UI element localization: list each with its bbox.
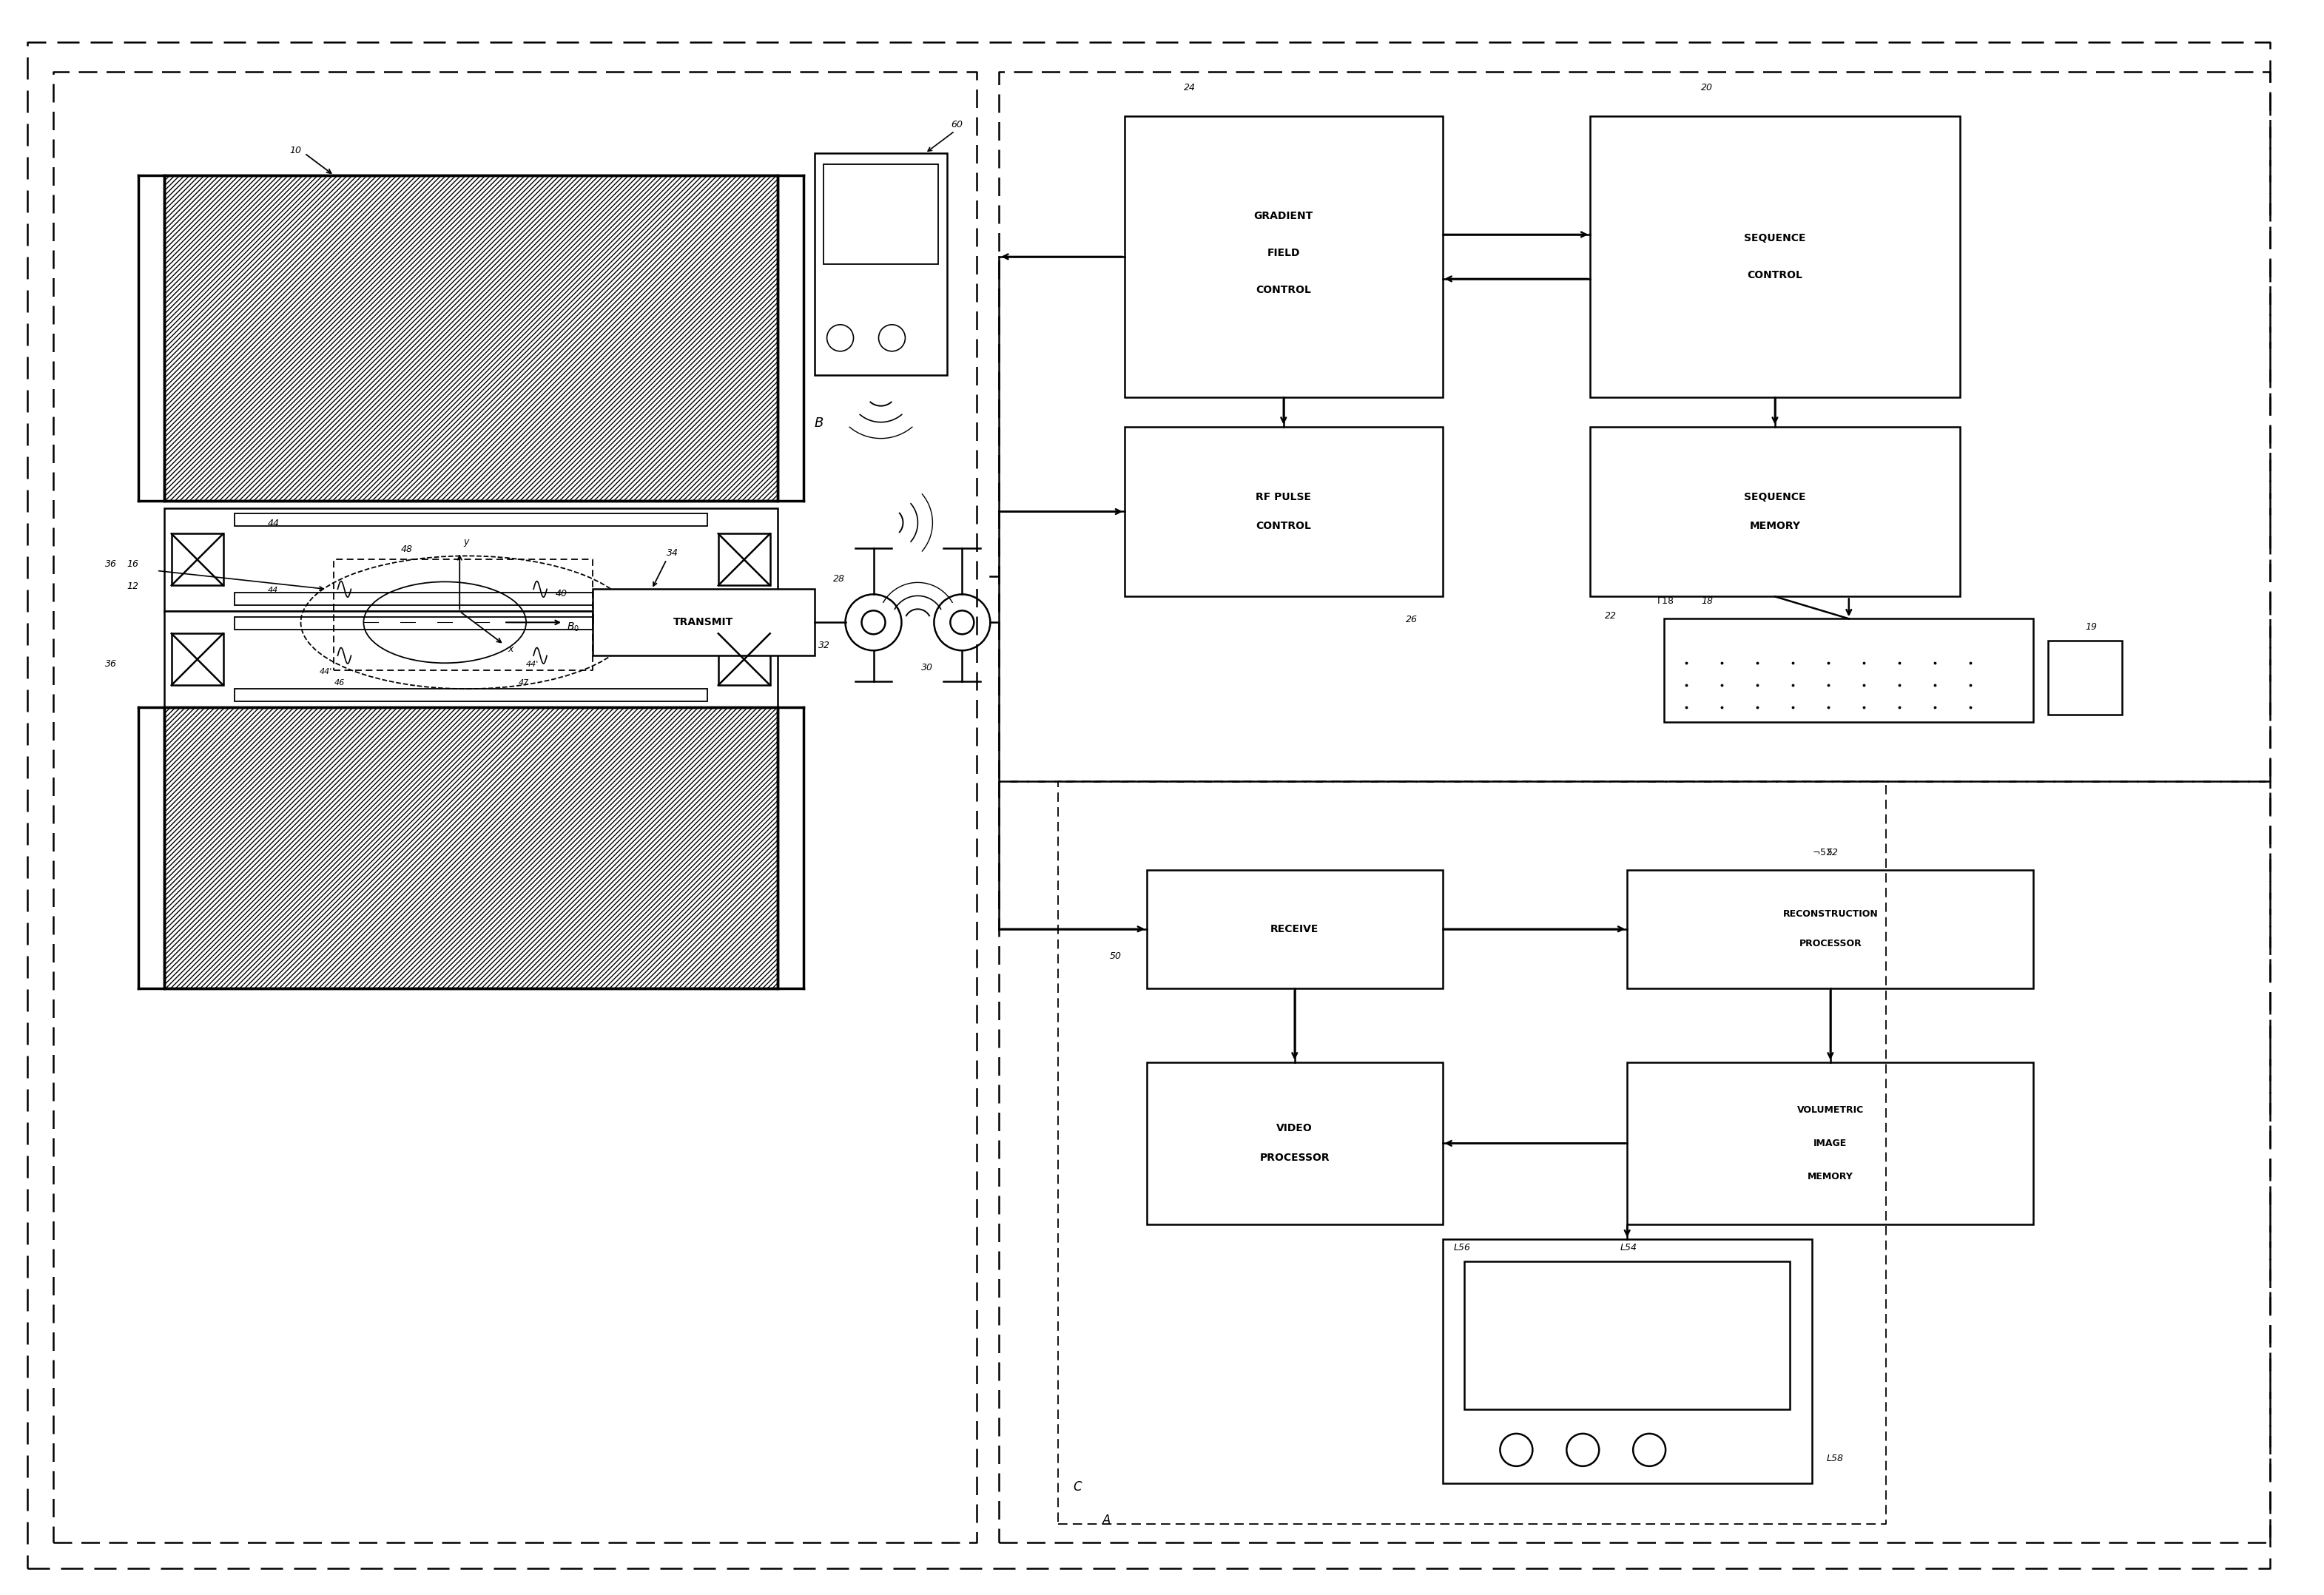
Text: 34: 34 — [667, 549, 679, 558]
Text: 30: 30 — [923, 664, 934, 673]
Text: 50: 50 — [1111, 951, 1122, 960]
Bar — [165, 707, 779, 989]
Text: MEMORY: MEMORY — [1808, 1172, 1852, 1182]
Text: x: x — [507, 644, 514, 654]
Text: MEMORY: MEMORY — [1750, 522, 1801, 531]
Text: 24: 24 — [1183, 83, 1195, 93]
Bar — [172, 633, 223, 686]
Bar — [165, 507, 779, 611]
Text: SEQUENCE: SEQUENCE — [1743, 233, 1806, 244]
Text: 47: 47 — [518, 679, 530, 687]
Text: 28: 28 — [832, 574, 844, 584]
Text: RECONSTRUCTION: RECONSTRUCTION — [1783, 909, 1878, 919]
Text: 19: 19 — [2085, 622, 2096, 632]
Text: L54: L54 — [1620, 1243, 1636, 1252]
Bar — [1125, 116, 1443, 397]
Bar — [593, 589, 813, 656]
Text: 36: 36 — [105, 659, 116, 668]
Bar — [235, 514, 706, 526]
Text: PROCESSOR: PROCESSOR — [1260, 1153, 1329, 1163]
Text: 52: 52 — [1827, 847, 1838, 858]
Bar — [1627, 869, 2034, 989]
Bar — [165, 707, 779, 989]
Bar — [1464, 1262, 1789, 1410]
Text: 48: 48 — [400, 545, 411, 555]
Text: 32: 32 — [818, 641, 830, 651]
Text: 44: 44 — [267, 587, 279, 595]
Text: 46: 46 — [335, 679, 344, 687]
Bar — [1146, 1062, 1443, 1225]
Bar — [1627, 1062, 2034, 1225]
Bar — [1125, 426, 1443, 597]
Text: 22: 22 — [1606, 611, 1618, 620]
Text: TRANSMIT: TRANSMIT — [674, 617, 734, 627]
Bar — [172, 534, 223, 585]
Text: L56: L56 — [1452, 1243, 1471, 1252]
Text: $\neg$52: $\neg$52 — [1813, 847, 1831, 858]
Text: L58: L58 — [1827, 1453, 1843, 1463]
Text: CONTROL: CONTROL — [1748, 270, 1803, 281]
Bar — [823, 164, 939, 265]
Bar — [1146, 869, 1443, 989]
Text: A: A — [1102, 1514, 1111, 1526]
Bar — [1664, 619, 2034, 723]
Text: SEQUENCE: SEQUENCE — [1743, 491, 1806, 502]
Text: 12: 12 — [128, 582, 139, 592]
Text: CONTROL: CONTROL — [1255, 286, 1311, 295]
Text: 44': 44' — [525, 660, 539, 668]
Text: VIDEO: VIDEO — [1276, 1123, 1313, 1134]
Text: IMAGE: IMAGE — [1813, 1139, 1848, 1148]
Text: 44: 44 — [267, 518, 279, 528]
Text: 36: 36 — [105, 560, 116, 569]
Text: VOLUMETRIC: VOLUMETRIC — [1796, 1105, 1864, 1115]
Bar — [235, 617, 706, 630]
Bar — [2047, 641, 2122, 715]
Bar — [235, 593, 706, 606]
Text: PROCESSOR: PROCESSOR — [1799, 939, 1862, 949]
Bar — [1443, 1239, 1813, 1483]
Text: C: C — [1074, 1480, 1081, 1493]
Text: RECEIVE: RECEIVE — [1271, 924, 1318, 935]
Bar — [165, 175, 779, 501]
Bar — [165, 611, 779, 707]
Text: 26: 26 — [1406, 616, 1418, 625]
Text: FIELD: FIELD — [1267, 247, 1299, 258]
Text: 10: 10 — [290, 145, 302, 155]
Text: GRADIENT: GRADIENT — [1255, 211, 1313, 222]
Text: 18: 18 — [1701, 597, 1713, 606]
Bar — [718, 534, 769, 585]
Text: 60: 60 — [951, 120, 962, 129]
Text: 44': 44' — [318, 668, 332, 676]
Text: $B_0$: $B_0$ — [567, 620, 579, 633]
Text: B: B — [813, 416, 823, 429]
Text: y: y — [462, 538, 469, 547]
Bar — [1590, 116, 1959, 397]
Bar — [1590, 426, 1959, 597]
Text: $\Gamma$18: $\Gamma$18 — [1657, 597, 1676, 606]
Text: 40: 40 — [555, 589, 567, 598]
Bar — [813, 153, 948, 375]
Text: RF PULSE: RF PULSE — [1255, 491, 1311, 502]
Text: 16: 16 — [128, 560, 139, 569]
Text: CONTROL: CONTROL — [1255, 522, 1311, 531]
Bar — [165, 175, 779, 501]
Bar — [718, 633, 769, 686]
Text: 20: 20 — [1701, 83, 1713, 93]
Bar — [235, 689, 706, 702]
